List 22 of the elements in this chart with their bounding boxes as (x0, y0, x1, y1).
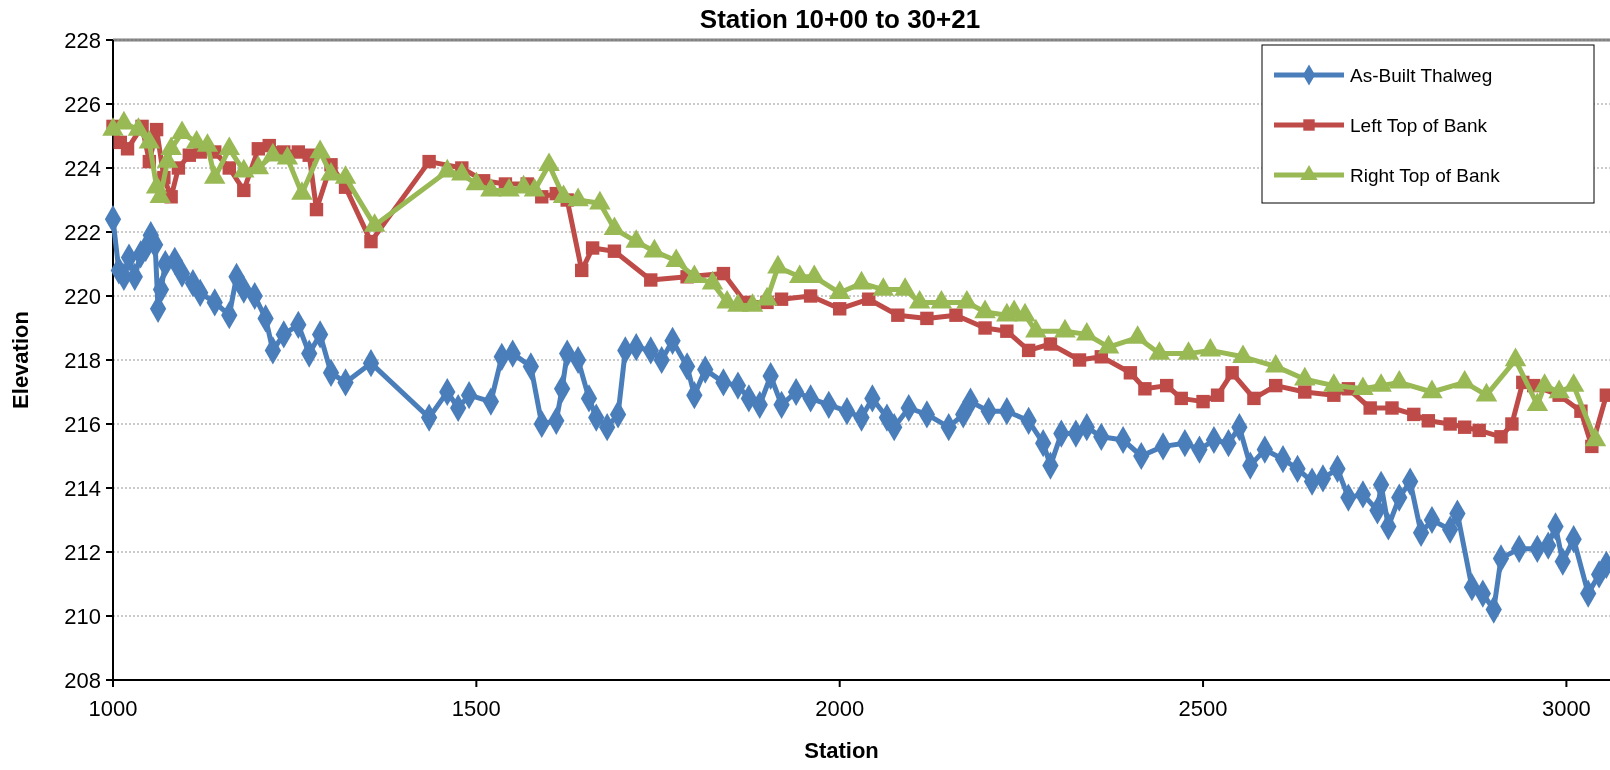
y-tick-label: 226 (64, 91, 101, 117)
y-tick-label: 216 (64, 411, 101, 437)
legend-label: Left Top of Bank (1350, 114, 1488, 136)
y-tick-label: 212 (64, 539, 101, 565)
x-tick-label: 1000 (88, 696, 138, 721)
y-tick-label: 224 (64, 155, 101, 181)
legend-label: As-Built Thalweg (1350, 64, 1493, 86)
chart-title: Station 10+00 to 30+21 (699, 4, 981, 34)
y-tick-label: 220 (64, 283, 101, 309)
y-tick-label: 208 (64, 667, 101, 693)
y-tick-label: 228 (64, 27, 101, 53)
y-tick-label: 210 (64, 603, 101, 629)
x-tick-label: 2000 (815, 696, 865, 721)
y-axis-title: Elevation (8, 311, 33, 409)
x-tick-label: 2500 (1178, 696, 1228, 721)
y-tick-label: 222 (64, 219, 101, 245)
y-tick-label: 214 (64, 475, 101, 501)
x-tick-label: 3000 (1541, 696, 1591, 721)
legend-label: Right Top of Bank (1350, 164, 1501, 186)
x-tick-label: 1500 (451, 696, 501, 721)
y-tick-label: 218 (64, 347, 101, 373)
x-axis-title: Station (804, 738, 879, 763)
